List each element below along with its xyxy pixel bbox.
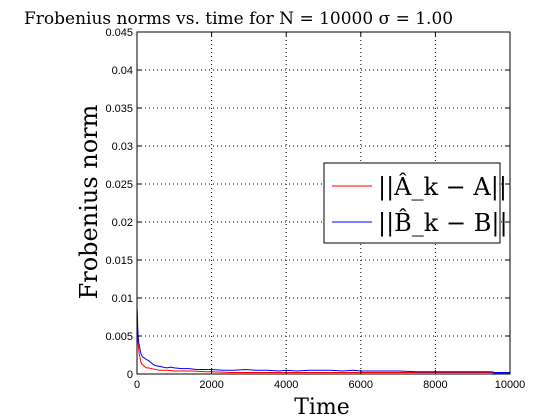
axis-ticks: 0 2000 4000 6000 8000 10000 0 0.005 0.01 0.015 0.0… (105, 27, 525, 391)
legend-label-a: ||Â_k − A|| (378, 172, 507, 202)
y-tick-label: 0 (127, 369, 133, 381)
chart-title: Frobenius norms vs. time for N = 10000 σ… (24, 9, 453, 29)
x-tick-label: 4000 (274, 379, 298, 391)
y-tick-label: 0.02 (112, 217, 133, 229)
y-tick-label: 0.04 (112, 65, 133, 77)
legend: ||Â_k − A|| ||B̂_k − B|| (323, 162, 508, 244)
grid (137, 32, 510, 374)
y-tick-label: 0.03 (112, 141, 133, 153)
x-tick-label: 0 (134, 379, 140, 391)
x-axis-label: Time (294, 395, 350, 420)
x-tick-label: 10000 (495, 379, 526, 391)
legend-box (323, 162, 501, 244)
y-tick-label: 0.015 (105, 255, 133, 267)
y-axis-label: Frobenius norm (75, 104, 103, 299)
y-tick-label: 0.035 (105, 103, 133, 115)
y-tick-label: 0.045 (105, 27, 133, 39)
x-tick-label: 8000 (423, 379, 447, 391)
series-line-a (136, 324, 510, 374)
series-line-b (136, 307, 510, 373)
x-tick-label: 6000 (349, 379, 373, 391)
y-tick-label: 0.025 (105, 179, 133, 191)
x-tick-label: 2000 (199, 379, 223, 391)
series-lines (136, 307, 510, 374)
y-tick-label: 0.01 (112, 293, 133, 305)
y-tick-label: 0.005 (105, 331, 133, 343)
legend-label-b: ||B̂_k − B|| (378, 209, 508, 238)
plot-frame (136, 31, 511, 375)
